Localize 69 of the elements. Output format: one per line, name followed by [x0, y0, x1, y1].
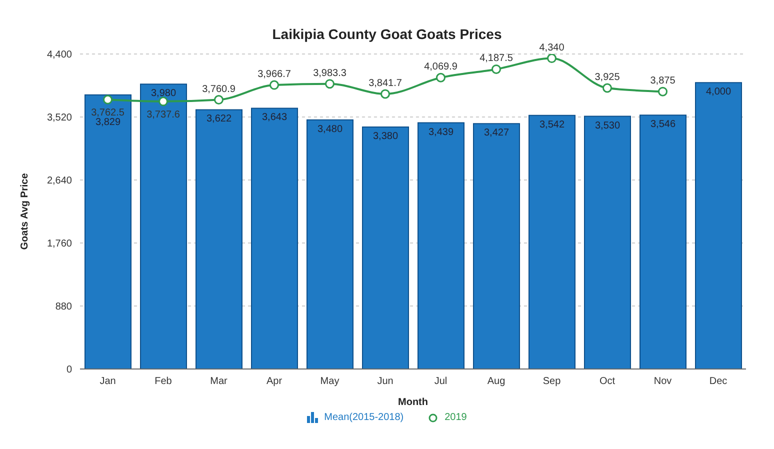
point	[658, 86, 668, 96]
bar	[306, 119, 354, 369]
bar	[362, 126, 409, 369]
chart-title: Laikipia County Goat Goats Prices	[271, 25, 503, 42]
bar	[140, 84, 187, 369]
bar	[640, 114, 686, 369]
bar	[196, 109, 242, 369]
x-axis-title: Month	[398, 397, 428, 408]
data-label: 4,187.5	[480, 53, 514, 64]
x-tick-label: Nov	[654, 376, 672, 388]
x-tick-label: Sep	[542, 376, 562, 388]
y-tick-label: 0	[66, 364, 72, 376]
point	[103, 94, 112, 104]
data-label: 3,760.9	[202, 84, 236, 95]
data-label: 3,546	[650, 119, 676, 130]
data-label: 3,643	[262, 112, 288, 124]
data-label: 3,380	[372, 131, 398, 142]
x-tick-label: Jul	[434, 376, 448, 388]
x-tick-label: Jan	[100, 376, 116, 388]
y-tick-label: 2,640	[46, 176, 72, 187]
data-label: 3,966.7	[258, 69, 292, 80]
bar	[528, 114, 576, 369]
point	[158, 96, 168, 106]
data-label: 3,762.5	[91, 108, 125, 119]
bar	[695, 82, 742, 369]
point	[436, 72, 446, 82]
bar	[584, 116, 631, 369]
legend-label: 2019	[444, 412, 467, 423]
point	[380, 89, 390, 99]
data-label: 3,542	[539, 119, 565, 130]
y-tick-label: 1,760	[46, 238, 72, 250]
text: Mean(2015-2018)	[324, 412, 404, 423]
data-label: 3,841.7	[368, 78, 402, 89]
x-tick-label: Aug	[487, 376, 506, 388]
x-tick-label: Dec	[709, 376, 728, 388]
point	[547, 54, 556, 64]
bar	[84, 94, 132, 369]
data-label: 3,480	[317, 124, 343, 135]
data-label: 3,983.3	[313, 68, 347, 79]
y-axis-title: Goats Avg Price	[20, 172, 31, 250]
data-label: 4,069.9	[424, 62, 458, 73]
point	[214, 95, 224, 105]
y-tick-label: 880	[55, 302, 72, 313]
y-tick-label: 3,520	[46, 112, 72, 124]
bar	[473, 123, 520, 369]
x-tick-label: Jun	[377, 376, 394, 388]
data-label: 3,439	[428, 126, 454, 138]
x-tick-label: Mar	[210, 376, 228, 388]
data-label: 3,980	[150, 88, 176, 100]
data-label: 3,829	[95, 116, 121, 128]
data-label: 3,925	[594, 72, 620, 84]
data-label: 4,000	[706, 86, 732, 98]
data-label: 3,530	[594, 120, 620, 132]
bar	[418, 122, 464, 369]
point	[325, 79, 334, 89]
x-tick-label: May	[320, 376, 340, 388]
point	[270, 80, 279, 90]
point	[602, 83, 612, 93]
x-tick-label: Apr	[266, 376, 283, 388]
data-label: 3,737.6	[146, 109, 180, 120]
data-label: 3,622	[206, 114, 232, 125]
x-tick-label: Feb	[154, 376, 172, 388]
x-tick-label: Oct	[599, 376, 616, 388]
y-tick-label: 4,400	[46, 50, 72, 61]
data-label: 3,427	[484, 128, 510, 139]
data-label: 3,875	[650, 76, 676, 87]
point	[492, 64, 501, 74]
data-label: 4,340	[539, 42, 565, 54]
bar	[251, 108, 298, 369]
